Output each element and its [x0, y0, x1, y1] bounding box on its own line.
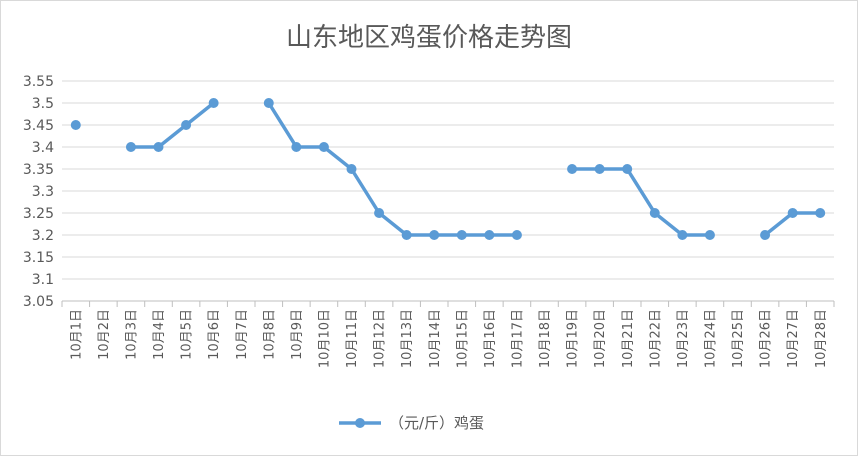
y-tick-label: 3.55 — [23, 74, 54, 90]
chart-title: 山东地区鸡蛋价格走势图 — [286, 23, 572, 53]
x-tick-label: 10月17日 — [510, 309, 525, 368]
x-tick-label: 10月8日 — [262, 309, 277, 360]
x-tick-label: 10月9日 — [290, 309, 305, 360]
x-tick-label: 10月1日 — [69, 309, 84, 360]
x-tick-label: 10月23日 — [676, 309, 691, 368]
series-line — [129, 101, 216, 149]
data-point — [704, 230, 715, 240]
data-point — [567, 164, 578, 174]
x-tick-label: 10月15日 — [455, 309, 470, 368]
data-point — [649, 208, 660, 218]
x-tick-label: 10月25日 — [731, 309, 746, 368]
data-point — [208, 98, 219, 108]
y-tick-label: 3.3 — [32, 184, 54, 200]
x-tick-label: 10月16日 — [483, 309, 498, 368]
x-tick-label: 10月7日 — [235, 309, 250, 360]
y-axis-ticks: 3.05 3.1 3.15 3.2 3.25 3.3 3.35 3.4 3.45 3.5 3.55 — [23, 74, 54, 310]
data-point — [594, 164, 605, 174]
data-point — [456, 230, 467, 240]
x-tick-label: 10月2日 — [97, 309, 112, 360]
x-tick-label: 10月6日 — [207, 309, 222, 360]
y-tick-label: 3.15 — [23, 250, 54, 266]
data-point — [125, 142, 136, 152]
data-point — [429, 230, 440, 240]
x-tick-label: 10月19日 — [566, 309, 581, 368]
data-point — [70, 120, 81, 130]
data-point — [815, 208, 826, 218]
y-tick-label: 3.4 — [32, 140, 54, 156]
data-point — [622, 164, 633, 174]
x-tick-label: 10月21日 — [621, 309, 636, 368]
x-tick-label: 10月27日 — [786, 309, 801, 368]
x-tick-label: 10月26日 — [759, 309, 774, 368]
data-point — [787, 208, 798, 218]
data-point — [677, 230, 688, 240]
x-tick-label: 10月3日 — [124, 309, 139, 360]
data-point — [263, 98, 274, 108]
data-point — [374, 208, 385, 218]
data-point — [511, 230, 522, 240]
data-point — [401, 230, 412, 240]
x-tick-label: 10月4日 — [152, 309, 167, 360]
y-tick-label: 3.1 — [32, 272, 54, 288]
x-tick-label: 10月10日 — [317, 309, 332, 368]
x-tick-label: 10月11日 — [345, 309, 360, 368]
y-tick-label: 3.45 — [23, 118, 54, 134]
legend-marker-swatch — [355, 418, 365, 428]
y-tick-label: 3.2 — [32, 228, 54, 244]
grid-lines — [61, 80, 835, 307]
data-point — [484, 230, 495, 240]
data-point — [291, 142, 302, 152]
data-point — [318, 142, 329, 152]
x-tick-label: 10月24日 — [703, 309, 718, 368]
series-line — [267, 101, 519, 237]
y-tick-label: 3.05 — [23, 294, 54, 310]
legend: （元/斤）鸡蛋 — [339, 414, 484, 432]
x-tick-label: 10月20日 — [593, 309, 608, 368]
data-point — [346, 164, 357, 174]
x-tick-label: 10月5日 — [180, 309, 195, 360]
series-line — [570, 167, 712, 237]
data-point — [181, 120, 192, 130]
x-tick-label: 10月12日 — [373, 309, 388, 368]
x-tick-label: 10月14日 — [428, 309, 443, 368]
x-tick-label: 10月18日 — [538, 309, 553, 368]
data-point — [153, 142, 164, 152]
x-tick-label: 10月22日 — [648, 309, 663, 368]
x-tick-label: 10月28日 — [814, 309, 829, 368]
y-tick-label: 3.25 — [23, 206, 54, 222]
y-tick-label: 3.5 — [32, 96, 54, 112]
legend-label: （元/斤）鸡蛋 — [389, 414, 484, 432]
x-axis-ticks: 10月1日 10月2日 10月3日 10月4日 10月5日 10月6日 10月7日 10月8日… — [69, 309, 828, 368]
x-tick-label: 10月13日 — [400, 309, 415, 368]
series-layer — [70, 98, 826, 240]
data-point — [760, 230, 771, 240]
y-tick-label: 3.35 — [23, 162, 54, 178]
